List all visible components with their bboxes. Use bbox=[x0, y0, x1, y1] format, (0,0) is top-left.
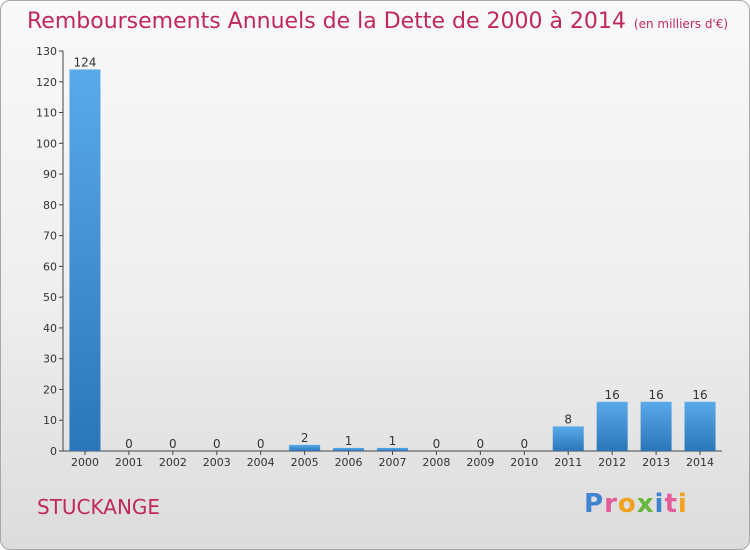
bar bbox=[640, 401, 672, 451]
data-label: 0 bbox=[433, 437, 441, 451]
bar bbox=[289, 444, 321, 451]
x-tick-label: 2002 bbox=[159, 456, 187, 469]
y-tick-label: 10 bbox=[43, 414, 57, 427]
data-label: 0 bbox=[257, 437, 265, 451]
data-label: 16 bbox=[692, 388, 707, 402]
x-tick-label: 2007 bbox=[379, 456, 407, 469]
bar bbox=[684, 401, 716, 451]
x-tick-label: 2000 bbox=[71, 456, 99, 469]
data-label: 2 bbox=[301, 431, 309, 445]
y-tick-label: 120 bbox=[36, 76, 57, 89]
x-tick-label: 2001 bbox=[115, 456, 143, 469]
data-label: 16 bbox=[648, 388, 663, 402]
y-tick-label: 130 bbox=[36, 45, 57, 58]
city-name: STUCKANGE bbox=[37, 495, 161, 519]
x-tick-label: 2014 bbox=[686, 456, 714, 469]
x-tick-label: 2012 bbox=[598, 456, 626, 469]
x-tick-label: 2013 bbox=[642, 456, 670, 469]
x-tick-label: 2009 bbox=[466, 456, 494, 469]
data-label: 8 bbox=[564, 412, 572, 426]
bars bbox=[69, 69, 716, 451]
bar bbox=[69, 69, 101, 451]
y-tick-label: 30 bbox=[43, 353, 57, 366]
data-label: 124 bbox=[74, 55, 97, 69]
y-tick-label: 70 bbox=[43, 230, 57, 243]
data-label: 16 bbox=[605, 388, 620, 402]
x-tick-label: 2004 bbox=[247, 456, 275, 469]
chart-title: Remboursements Annuels de la Dette de 20… bbox=[27, 9, 728, 34]
y-tick-label: 80 bbox=[43, 199, 57, 212]
x-tick-label: 2006 bbox=[335, 456, 363, 469]
bar bbox=[377, 447, 408, 451]
y-tick-label: 0 bbox=[50, 445, 57, 458]
chart-title-main: Remboursements Annuels de la Dette de 20… bbox=[27, 9, 626, 34]
proxiti-logo: Proxiti bbox=[584, 489, 688, 519]
data-labels: 124 0 0 0 0 2 1 1 0 0 0 8 16 16 16 bbox=[74, 55, 708, 451]
bar bbox=[596, 401, 628, 451]
data-label: 0 bbox=[213, 437, 221, 451]
bar bbox=[333, 447, 365, 451]
data-label: 0 bbox=[477, 437, 485, 451]
y-tick-label: 100 bbox=[36, 137, 57, 150]
y-tick-label: 90 bbox=[43, 168, 57, 181]
bar bbox=[552, 426, 584, 451]
data-label: 0 bbox=[169, 437, 177, 451]
data-label: 1 bbox=[345, 434, 353, 448]
data-label: 0 bbox=[520, 437, 528, 451]
y-tick-label: 60 bbox=[43, 260, 57, 273]
x-tick-label: 2003 bbox=[203, 456, 231, 469]
data-label: 0 bbox=[125, 437, 133, 451]
x-tick-label: 2005 bbox=[291, 456, 319, 469]
y-tick-label: 40 bbox=[43, 322, 57, 335]
y-tick-label: 50 bbox=[43, 291, 57, 304]
x-tick-label: 2008 bbox=[422, 456, 450, 469]
y-tick-label: 110 bbox=[36, 107, 57, 120]
data-label: 1 bbox=[389, 434, 397, 448]
chart-title-unit: (en milliers d'€) bbox=[633, 17, 729, 31]
x-tick-label: 2011 bbox=[554, 456, 582, 469]
x-tick-label: 2010 bbox=[510, 456, 538, 469]
y-tick-label: 20 bbox=[43, 383, 57, 396]
